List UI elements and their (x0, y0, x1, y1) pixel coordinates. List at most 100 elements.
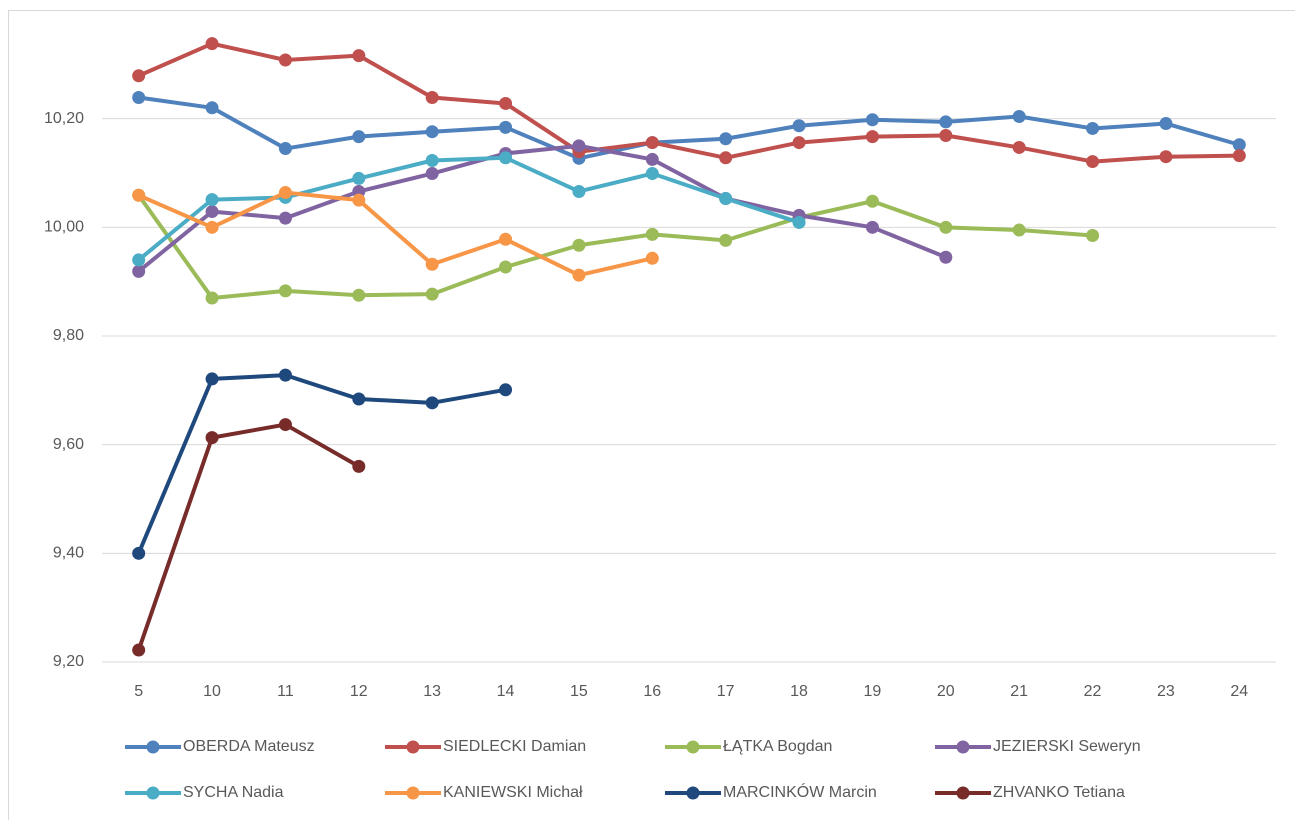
x-tick-label: 24 (1230, 683, 1248, 700)
x-tick-label: 13 (423, 683, 441, 700)
point (719, 151, 733, 165)
series-line (136, 41, 1242, 164)
point (278, 284, 292, 298)
x-tick-label: 14 (497, 683, 515, 700)
legend-marker (686, 786, 700, 800)
point (939, 115, 953, 129)
point (132, 253, 146, 267)
point (205, 291, 219, 305)
point (352, 392, 366, 406)
point (425, 90, 439, 104)
point (499, 383, 513, 397)
point (132, 69, 146, 83)
series-line (136, 95, 1242, 161)
series-line (136, 190, 655, 278)
point (205, 372, 219, 386)
point (792, 119, 806, 133)
chart-border (8, 10, 1295, 820)
point (939, 129, 953, 143)
point (572, 268, 586, 282)
point (132, 546, 146, 560)
point (572, 184, 586, 198)
point (939, 220, 953, 234)
point (572, 238, 586, 252)
legend-marker (406, 740, 420, 754)
point (425, 167, 439, 181)
x-tick-label: 18 (790, 683, 808, 700)
x-tick-label: 10 (203, 683, 221, 700)
y-tick-label: 9,80 (53, 327, 84, 344)
y-tick-label: 10,20 (44, 110, 84, 127)
point (499, 151, 513, 165)
point (352, 130, 366, 144)
point (352, 49, 366, 63)
point (205, 205, 219, 219)
legend-label: MARCINKÓW Marcin (723, 782, 877, 801)
legend-label: JEZIERSKI Seweryn (993, 738, 1141, 755)
point (645, 227, 659, 241)
x-tick-label: 19 (864, 683, 882, 700)
point (645, 251, 659, 265)
x-tick-label: 12 (350, 683, 368, 700)
legend-marker (956, 786, 970, 800)
point (425, 396, 439, 410)
legend-label: OBERDA Mateusz (183, 738, 315, 755)
point (352, 459, 366, 473)
point (205, 193, 219, 207)
x-tick-label: 21 (1010, 683, 1028, 700)
point (865, 113, 879, 127)
point (278, 211, 292, 225)
legend-label: SYCHA Nadia (183, 784, 284, 801)
point (278, 418, 292, 432)
legend-label: SIEDLECKI Damian (443, 738, 586, 755)
x-tick-label: 11 (277, 683, 294, 700)
x-tick-label: 23 (1157, 683, 1175, 700)
legend-marker (686, 740, 700, 754)
point (865, 130, 879, 144)
point (132, 264, 146, 278)
point (205, 431, 219, 445)
point (132, 188, 146, 202)
point (278, 53, 292, 67)
point (278, 142, 292, 156)
series-line (136, 422, 361, 653)
point (1232, 138, 1246, 152)
point (352, 288, 366, 302)
x-tick-label: 17 (717, 683, 735, 700)
point (719, 233, 733, 247)
legend-marker (146, 786, 160, 800)
point (499, 120, 513, 134)
point (425, 154, 439, 168)
point (499, 96, 513, 110)
y-tick-label: 9,60 (53, 436, 84, 453)
point (865, 220, 879, 234)
x-tick-label: 16 (643, 683, 661, 700)
x-tick-label: 15 (570, 683, 588, 700)
point (205, 37, 219, 51)
point (499, 260, 513, 274)
legend-marker (406, 786, 420, 800)
point (572, 139, 586, 153)
point (425, 125, 439, 139)
point (425, 257, 439, 271)
point (1012, 140, 1026, 154)
point (792, 215, 806, 229)
y-tick-label: 9,40 (53, 545, 84, 562)
point (205, 220, 219, 234)
legend-label: KANIEWSKI Michał (443, 784, 583, 801)
point (1012, 223, 1026, 237)
point (278, 186, 292, 200)
legend-label: ŁĄTKA Bogdan (723, 738, 832, 755)
point (132, 90, 146, 104)
point (1159, 150, 1173, 164)
point (425, 287, 439, 301)
legend-label: ZHVANKO Tetiana (993, 784, 1125, 801)
y-tick-label: 9,20 (53, 653, 84, 670)
point (645, 136, 659, 150)
x-tick-label: 5 (134, 683, 143, 700)
point (1159, 117, 1173, 131)
point (719, 132, 733, 146)
point (645, 152, 659, 166)
legend-marker (146, 740, 160, 754)
